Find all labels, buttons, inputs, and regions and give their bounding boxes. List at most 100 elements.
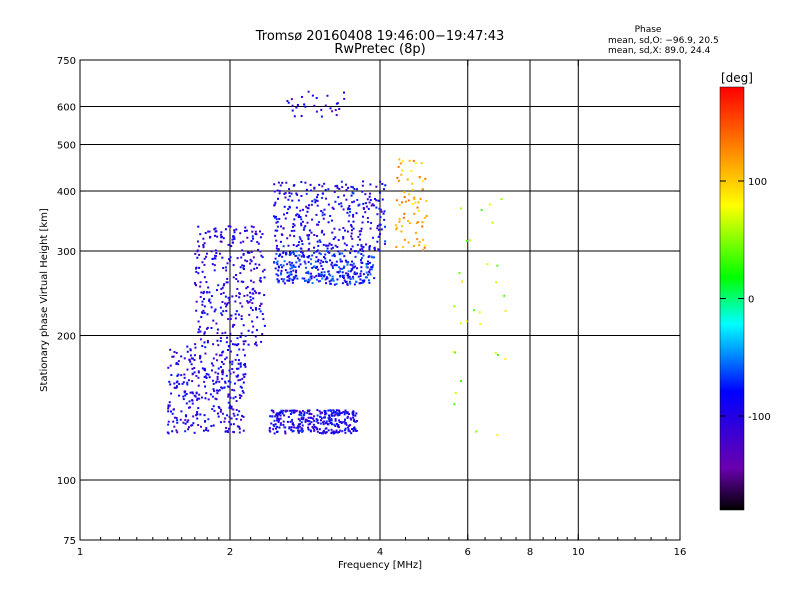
data-point xyxy=(475,430,478,433)
data-point xyxy=(232,324,235,327)
data-point xyxy=(323,409,326,412)
data-point xyxy=(273,419,276,422)
data-point xyxy=(318,273,321,276)
data-point xyxy=(364,211,367,214)
data-point xyxy=(190,424,193,427)
data-point xyxy=(216,378,219,381)
data-point xyxy=(171,355,174,358)
data-point xyxy=(317,421,320,424)
data-point xyxy=(199,338,202,341)
data-point xyxy=(243,363,246,366)
data-point xyxy=(287,198,290,201)
data-point xyxy=(346,416,349,419)
data-point xyxy=(218,252,221,255)
data-point xyxy=(287,275,290,278)
data-point xyxy=(344,418,347,421)
data-point xyxy=(318,274,321,277)
data-point xyxy=(243,354,246,357)
data-point xyxy=(187,426,190,429)
data-point xyxy=(252,325,255,328)
data-point xyxy=(345,280,348,283)
data-point xyxy=(364,202,367,205)
data-point xyxy=(369,199,372,202)
data-point xyxy=(258,263,261,266)
data-point xyxy=(218,389,221,392)
data-point xyxy=(312,415,315,418)
data-point xyxy=(255,341,258,344)
data-point xyxy=(333,414,336,417)
data-point xyxy=(290,429,293,432)
data-point xyxy=(215,322,218,325)
data-point xyxy=(344,249,347,252)
data-point xyxy=(285,181,288,184)
data-point xyxy=(235,408,238,411)
data-point xyxy=(365,271,368,274)
data-point xyxy=(414,231,417,234)
data-point xyxy=(500,198,503,201)
data-point xyxy=(184,430,187,433)
data-point xyxy=(196,417,199,420)
data-point xyxy=(353,418,356,421)
data-point xyxy=(324,188,327,191)
data-point xyxy=(315,418,318,421)
data-point xyxy=(292,251,295,254)
data-point xyxy=(319,412,322,415)
data-point xyxy=(290,264,293,267)
x-tick-label: 16 xyxy=(674,547,687,558)
data-point xyxy=(308,412,311,415)
data-point xyxy=(292,223,295,226)
data-point xyxy=(333,227,336,230)
data-point xyxy=(226,429,229,432)
data-point xyxy=(261,270,264,273)
data-point xyxy=(234,300,237,303)
data-point xyxy=(341,271,344,274)
data-point xyxy=(360,261,363,264)
data-point xyxy=(478,311,481,314)
data-point xyxy=(193,367,196,370)
data-point xyxy=(212,405,215,408)
data-point xyxy=(278,412,281,415)
data-point xyxy=(274,234,277,237)
data-point xyxy=(300,417,303,420)
data-point xyxy=(356,419,359,422)
data-point xyxy=(360,266,363,269)
data-point xyxy=(287,101,290,104)
stats-line-x: mean, sd,X: 89.0, 24.4 xyxy=(608,46,711,56)
data-point xyxy=(231,367,234,370)
data-point xyxy=(229,396,232,399)
colorbar-label: [deg] xyxy=(721,71,753,85)
data-point xyxy=(360,230,363,233)
data-point xyxy=(232,412,235,415)
data-point xyxy=(288,274,291,277)
data-point xyxy=(323,233,326,236)
data-point xyxy=(360,253,363,256)
data-point xyxy=(317,221,320,224)
data-point xyxy=(328,416,331,419)
data-point xyxy=(229,423,232,426)
data-point xyxy=(367,207,370,210)
data-point xyxy=(237,379,240,382)
data-point xyxy=(287,208,290,211)
data-point xyxy=(239,272,242,275)
data-point xyxy=(205,376,208,379)
data-point xyxy=(183,373,186,376)
data-point xyxy=(170,392,173,395)
data-point xyxy=(238,292,241,295)
data-point xyxy=(287,244,290,247)
data-point xyxy=(351,412,354,415)
data-point xyxy=(300,421,303,424)
data-point xyxy=(366,216,369,219)
data-point xyxy=(347,261,350,264)
data-point xyxy=(167,405,170,408)
data-point xyxy=(298,215,301,218)
data-point xyxy=(291,199,294,202)
data-point xyxy=(399,162,402,165)
data-point xyxy=(201,345,204,348)
data-point xyxy=(317,280,320,283)
data-point xyxy=(199,330,202,333)
data-point xyxy=(346,211,349,214)
data-point xyxy=(277,279,280,282)
data-point xyxy=(205,291,208,294)
data-point xyxy=(252,297,255,300)
data-point xyxy=(321,421,324,424)
